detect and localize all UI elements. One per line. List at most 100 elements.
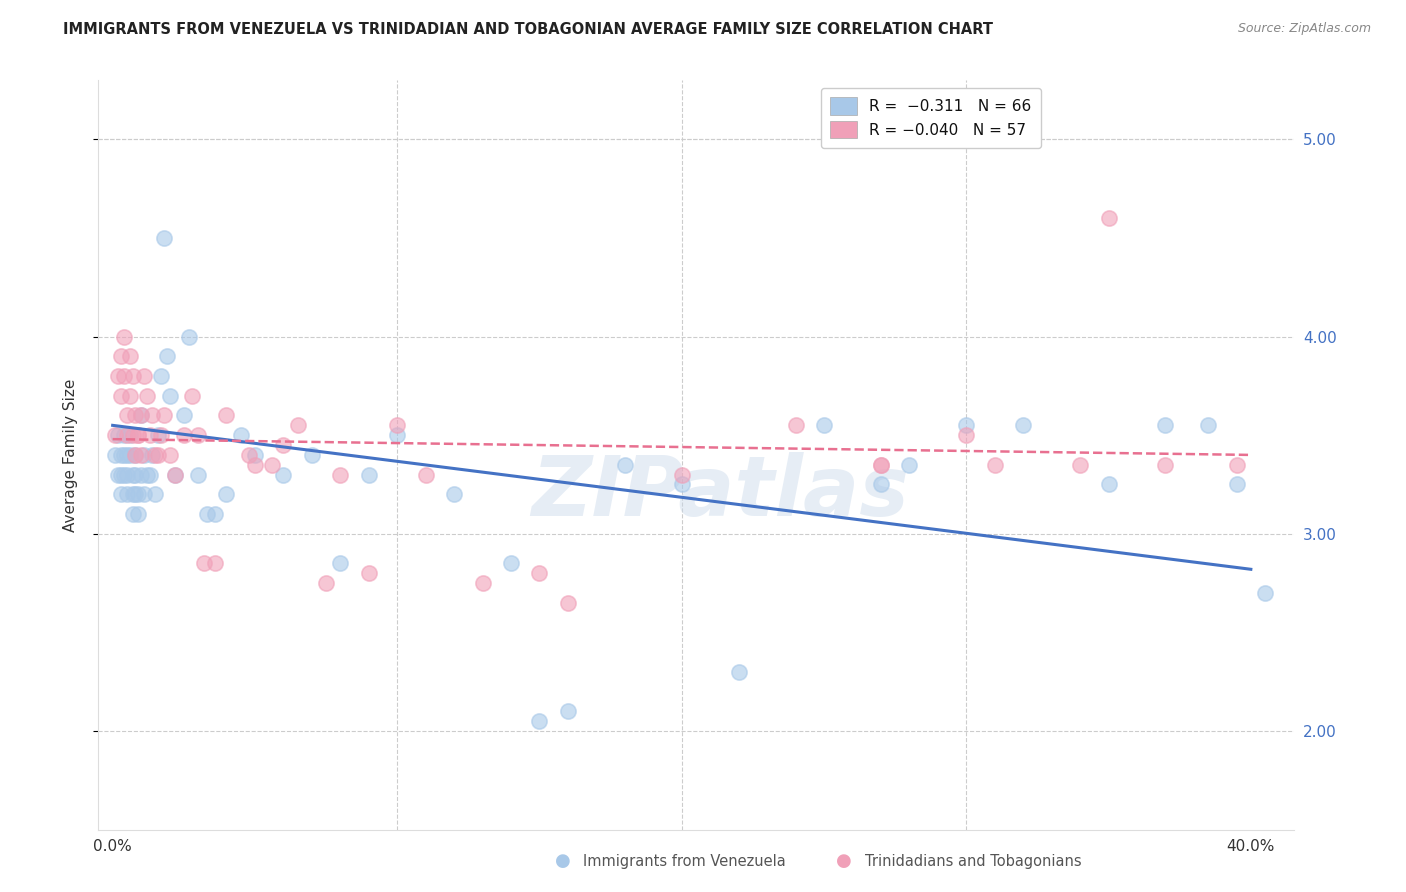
Point — [238, 448, 260, 462]
Text: Trinidadians and Tobagonians: Trinidadians and Tobagonians — [865, 854, 1081, 869]
Point — [385, 418, 409, 433]
Point — [135, 467, 157, 482]
Point — [107, 428, 129, 442]
Point — [955, 418, 977, 433]
Point — [1012, 418, 1035, 433]
Point — [143, 487, 166, 501]
Point — [243, 448, 266, 462]
Point — [121, 467, 143, 482]
Point — [132, 448, 155, 462]
Point — [785, 418, 807, 433]
Text: ZIPatlas: ZIPatlas — [531, 452, 908, 533]
Point — [1097, 211, 1119, 226]
Point — [115, 487, 138, 501]
Legend: R =  −0.311   N = 66, R = −0.040   N = 57: R = −0.311 N = 66, R = −0.040 N = 57 — [821, 88, 1040, 148]
Point — [165, 467, 187, 482]
Point — [104, 428, 127, 442]
Point — [1069, 458, 1091, 472]
Point — [153, 409, 176, 423]
Point — [159, 448, 181, 462]
Point — [141, 409, 163, 423]
Point — [118, 448, 141, 462]
Point — [132, 369, 155, 384]
Point — [215, 409, 238, 423]
Point — [315, 576, 337, 591]
Point — [118, 428, 141, 442]
Point — [141, 448, 163, 462]
Point — [121, 369, 143, 384]
Point — [1097, 477, 1119, 491]
Point — [1197, 418, 1219, 433]
Point — [357, 566, 380, 581]
Point — [124, 448, 146, 462]
Point — [138, 467, 160, 482]
Point — [129, 409, 152, 423]
Point — [204, 507, 226, 521]
Point — [260, 458, 283, 472]
Point — [329, 467, 352, 482]
Point — [121, 507, 143, 521]
Point — [329, 557, 352, 571]
Point — [529, 714, 551, 728]
Point — [898, 458, 921, 472]
Point — [135, 389, 157, 403]
Point — [984, 458, 1007, 472]
Point — [1154, 418, 1177, 433]
Point — [124, 467, 146, 482]
Point — [181, 389, 204, 403]
Point — [357, 467, 380, 482]
Point — [129, 467, 152, 482]
Point — [127, 428, 149, 442]
Y-axis label: Average Family Size: Average Family Size — [63, 378, 77, 532]
Point — [153, 231, 176, 245]
Point — [671, 477, 693, 491]
Text: ●: ● — [835, 852, 852, 870]
Point — [557, 704, 579, 718]
Point — [1154, 458, 1177, 472]
Point — [613, 458, 636, 472]
Point — [870, 458, 893, 472]
Point — [150, 369, 173, 384]
Point — [112, 467, 135, 482]
Point — [148, 428, 170, 442]
Point — [415, 467, 437, 482]
Point — [165, 467, 187, 482]
Point — [115, 467, 138, 482]
Point — [148, 448, 170, 462]
Point — [124, 409, 146, 423]
Point — [124, 487, 146, 501]
Point — [273, 438, 295, 452]
Point — [471, 576, 494, 591]
Point — [813, 418, 835, 433]
Point — [121, 428, 143, 442]
Point — [110, 349, 132, 363]
Point — [443, 487, 465, 501]
Point — [127, 487, 149, 501]
Point — [110, 448, 132, 462]
Point — [1226, 458, 1249, 472]
Point — [557, 596, 579, 610]
Point — [287, 418, 309, 433]
Point — [110, 389, 132, 403]
Point — [143, 448, 166, 462]
Point — [193, 557, 215, 571]
Point — [138, 428, 160, 442]
Point — [529, 566, 551, 581]
Point — [129, 448, 152, 462]
Point — [118, 389, 141, 403]
Point — [159, 389, 181, 403]
Point — [118, 349, 141, 363]
Text: ●: ● — [554, 852, 571, 870]
Point — [215, 487, 238, 501]
Point — [124, 448, 146, 462]
Point — [127, 428, 149, 442]
Point — [301, 448, 323, 462]
Point — [110, 467, 132, 482]
Point — [173, 409, 195, 423]
Text: IMMIGRANTS FROM VENEZUELA VS TRINIDADIAN AND TOBAGONIAN AVERAGE FAMILY SIZE CORR: IMMIGRANTS FROM VENEZUELA VS TRINIDADIAN… — [63, 22, 993, 37]
Point — [115, 448, 138, 462]
Point — [1254, 586, 1277, 600]
Point — [870, 477, 893, 491]
Point — [243, 458, 266, 472]
Point — [499, 557, 522, 571]
